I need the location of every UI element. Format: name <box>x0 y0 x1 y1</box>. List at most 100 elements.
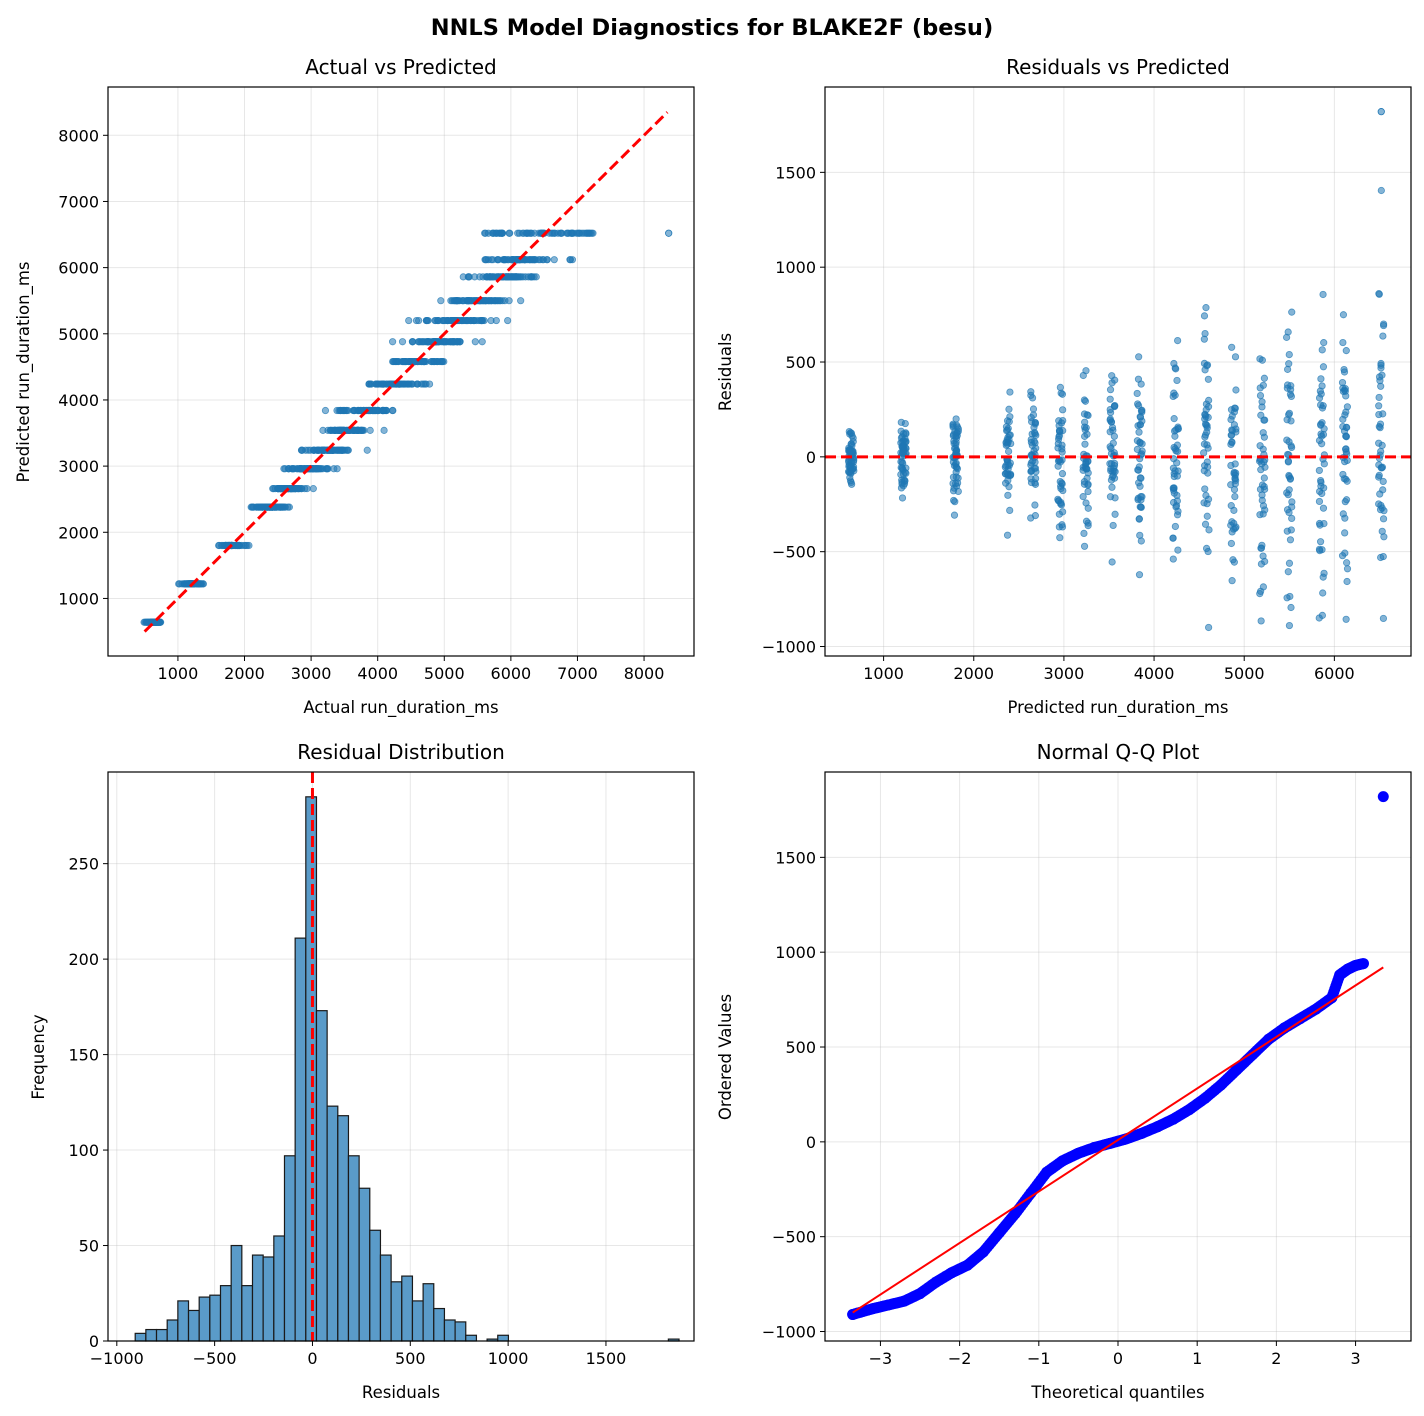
data-point <box>485 297 494 305</box>
data-point <box>1205 396 1213 404</box>
data-point <box>423 338 431 346</box>
y-tick-label: −1000 <box>762 1323 816 1342</box>
data-point <box>1031 479 1039 487</box>
data-point <box>1134 466 1142 474</box>
data-point <box>1316 387 1324 395</box>
data-point <box>1342 433 1350 441</box>
data-point <box>1284 365 1292 373</box>
histogram-bar <box>166 1319 179 1342</box>
data-point <box>1031 512 1039 520</box>
data-point <box>1135 515 1143 523</box>
data-point <box>1135 353 1143 361</box>
data-point <box>430 357 438 366</box>
gridlines <box>108 772 694 1342</box>
qq-point <box>962 1259 974 1271</box>
data-point <box>1203 512 1211 520</box>
qq-point <box>1152 1121 1164 1133</box>
data-point <box>1339 415 1347 423</box>
data-point <box>1341 549 1349 557</box>
data-point <box>498 229 506 237</box>
data-point <box>1136 421 1144 429</box>
data-point <box>1285 409 1294 417</box>
panel-title: Residuals vs Predicted <box>1006 55 1230 79</box>
y-tick-label: −500 <box>772 543 816 562</box>
data-point <box>1172 365 1180 373</box>
data-point <box>419 380 427 388</box>
data-point <box>1376 424 1384 432</box>
data-point <box>1084 522 1092 530</box>
data-point <box>1339 470 1347 479</box>
data-point <box>1108 460 1116 468</box>
qq-point <box>1334 969 1346 981</box>
data-point <box>1231 353 1240 361</box>
data-point <box>1201 485 1209 493</box>
data-point <box>1260 482 1268 491</box>
data-point <box>312 465 320 473</box>
data-point <box>1058 470 1067 478</box>
data-point <box>294 485 302 493</box>
data-point <box>489 229 497 237</box>
data-point <box>1317 476 1325 485</box>
x-tick-label: 0 <box>1113 1349 1123 1368</box>
y-tick-label: 200 <box>68 950 99 969</box>
qq-point <box>1357 958 1369 970</box>
data-point <box>1029 405 1038 413</box>
data-point <box>261 503 269 511</box>
qq-point <box>993 1227 1005 1239</box>
identity-reference-line <box>143 111 669 633</box>
data-point <box>379 406 387 415</box>
gridlines <box>825 87 1411 656</box>
data-point <box>952 479 960 488</box>
data-point <box>358 426 366 434</box>
data-point <box>1137 496 1145 504</box>
data-point <box>1057 498 1065 507</box>
data-point <box>1231 524 1239 532</box>
qq-point <box>882 1299 894 1311</box>
data-point <box>363 446 371 454</box>
y-tick-label: 7000 <box>58 192 99 211</box>
x-tick-label: 1000 <box>863 664 904 683</box>
data-point <box>505 229 513 237</box>
histogram-bar <box>198 1296 211 1342</box>
data-point <box>574 229 582 237</box>
data-point <box>1108 379 1116 387</box>
data-point <box>321 406 330 415</box>
qq-point <box>930 1276 942 1288</box>
data-point <box>901 435 909 443</box>
data-point <box>1083 474 1091 482</box>
data-point <box>1057 419 1066 427</box>
data-point <box>1320 425 1328 433</box>
data-point <box>1005 447 1013 455</box>
data-point <box>1284 491 1292 499</box>
gridlines <box>108 87 694 656</box>
data-point <box>1315 497 1324 506</box>
data-point <box>1169 555 1177 563</box>
data-point <box>1080 542 1089 550</box>
y-tick-label: 50 <box>79 1237 99 1256</box>
data-point <box>1006 431 1014 439</box>
data-point <box>1003 469 1011 477</box>
data-point <box>902 469 910 477</box>
qq-point <box>1167 1113 1179 1125</box>
qq-point <box>1215 1079 1227 1091</box>
data-point <box>1283 333 1291 341</box>
data-point <box>1342 448 1350 456</box>
qq-point <box>1072 1147 1084 1159</box>
data-point <box>408 338 417 346</box>
data-point <box>547 229 556 237</box>
histogram-bar <box>379 1254 392 1342</box>
data-point <box>1283 527 1291 535</box>
axes-frame <box>107 86 695 657</box>
x-axis-label: Residuals <box>362 1383 440 1402</box>
data-point <box>233 541 242 550</box>
data-point <box>1136 531 1144 539</box>
data-point <box>1084 411 1092 420</box>
data-point <box>950 511 959 519</box>
data-point <box>1079 463 1087 471</box>
x-tick-label: 4000 <box>1134 664 1175 683</box>
data-point <box>1171 391 1179 399</box>
y-tick-label: 1000 <box>775 258 816 277</box>
data-point <box>1107 467 1115 475</box>
data-point <box>1201 366 1209 374</box>
